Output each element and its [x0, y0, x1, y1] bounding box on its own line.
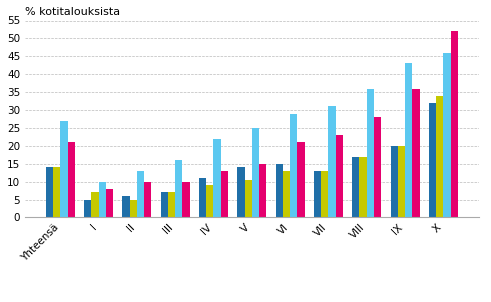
Bar: [359, 156, 367, 217]
Bar: [60, 121, 67, 217]
Bar: [374, 117, 382, 217]
Bar: [298, 142, 305, 217]
Bar: [412, 88, 420, 217]
Bar: [161, 192, 168, 217]
Bar: [336, 135, 343, 217]
Bar: [53, 167, 60, 217]
Bar: [367, 88, 374, 217]
Bar: [122, 196, 130, 217]
Bar: [429, 103, 436, 217]
Bar: [283, 171, 290, 217]
Bar: [221, 171, 228, 217]
Bar: [275, 164, 283, 217]
Bar: [436, 96, 443, 217]
Bar: [252, 128, 259, 217]
Bar: [137, 171, 144, 217]
Bar: [314, 171, 321, 217]
Bar: [206, 185, 214, 217]
Bar: [237, 167, 245, 217]
Bar: [106, 189, 113, 217]
Bar: [214, 139, 221, 217]
Bar: [390, 146, 398, 217]
Bar: [451, 31, 458, 217]
Bar: [321, 171, 328, 217]
Bar: [168, 192, 175, 217]
Bar: [175, 160, 183, 217]
Bar: [183, 182, 190, 217]
Bar: [245, 180, 252, 217]
Bar: [405, 63, 412, 217]
Bar: [84, 200, 91, 217]
Bar: [290, 114, 298, 217]
Bar: [46, 167, 53, 217]
Bar: [328, 106, 336, 217]
Bar: [199, 178, 206, 217]
Text: % kotitalouksista: % kotitalouksista: [25, 7, 120, 17]
Bar: [259, 164, 266, 217]
Bar: [443, 53, 451, 217]
Bar: [352, 156, 359, 217]
Bar: [144, 182, 151, 217]
Bar: [130, 200, 137, 217]
Bar: [99, 182, 106, 217]
Bar: [91, 192, 99, 217]
Bar: [67, 142, 75, 217]
Bar: [398, 146, 405, 217]
